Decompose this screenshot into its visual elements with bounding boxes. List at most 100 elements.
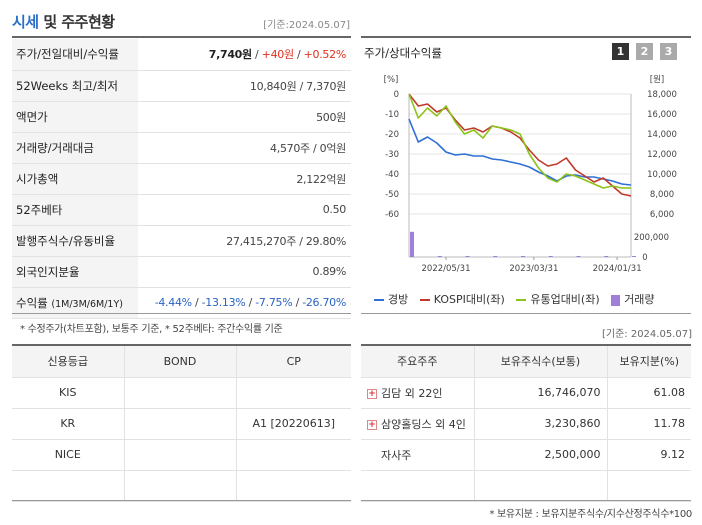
chart-title: 주가/상대수익률: [364, 46, 442, 60]
bond-cell: [123, 376, 237, 409]
expand-icon[interactable]: +: [367, 419, 377, 430]
volume-bar: [576, 256, 581, 257]
volume-bar: [465, 256, 470, 257]
column-header: BOND: [123, 346, 237, 378]
volume-bar: [410, 231, 414, 257]
right-tick-label: 8,000: [650, 190, 674, 200]
price-chart: [%] [원] 0 -10 -20 -30 -40 -50 -60 18,000 16,000 14,…: [384, 75, 677, 274]
row-value: 0.50: [138, 194, 351, 226]
cp-cell: [235, 376, 351, 409]
chart-bottom-rule: [361, 313, 691, 314]
table-row: 시가총액 2,122억원: [12, 163, 351, 195]
series-line-유통업대비(좌): [408, 93, 631, 189]
row-label: 외국인지분율: [12, 256, 138, 288]
top-rule-left: [12, 36, 351, 38]
table-header-row: 주요주주 보유주식수(보통) 보유지분(%): [361, 346, 691, 378]
table-row: + 삼양홀딩스 외 4인 3,230,860 11.78: [361, 407, 691, 440]
legend-item[interactable]: 경방: [374, 291, 408, 307]
row-value: 10,840원 / 7,370원: [138, 70, 351, 102]
volume-tick-label: 0: [642, 253, 647, 263]
shares-cell: 16,746,070: [473, 376, 608, 409]
table-row: NICE: [12, 438, 351, 471]
section-title-main: 시세: [12, 13, 39, 31]
x-tick-label: 2022/05/31: [422, 264, 471, 274]
left-tick-label: -20: [385, 130, 399, 140]
left-tick-label: -50: [385, 190, 399, 200]
agency-cell: NICE: [12, 438, 125, 471]
volume-bar: [437, 256, 442, 257]
table-row: 거래량/거래대금 4,570주 / 0억원: [12, 132, 351, 164]
legend-item[interactable]: 거래량: [611, 291, 655, 307]
legend-swatch: [516, 299, 527, 301]
section-title-rest: 및 주주현황: [38, 13, 115, 31]
table-row: + 김담 외 22인 16,746,070 61.08: [361, 376, 691, 409]
chart-tab-2[interactable]: 2: [636, 43, 653, 60]
chart-tab-1[interactable]: 1: [612, 43, 629, 60]
volume-bar: [493, 256, 498, 257]
legend-swatch: [419, 299, 430, 301]
credit-rating-table: 신용등급 BOND CP KIS KR A1 [20220613] NICE: [12, 346, 351, 502]
section-title: 시세 및 주주현황: [12, 11, 115, 32]
left-tick-label: 0: [394, 90, 399, 100]
volume-bar: [521, 256, 525, 257]
holder-name-cell: [361, 469, 475, 502]
column-header: 보유주식수(보통): [473, 346, 608, 378]
legend-item[interactable]: KOSPI대비(좌): [419, 291, 505, 307]
holders-footnote: * 보유지분 : 보유지분주식수/지수산정주식수*100: [489, 509, 692, 520]
expand-icon[interactable]: +: [367, 388, 377, 399]
chart-tab-3[interactable]: 3: [660, 43, 677, 60]
right-axis-unit: [원]: [650, 75, 664, 85]
shares-cell: [473, 469, 608, 502]
agency-cell: KR: [12, 407, 125, 440]
agency-cell: [12, 469, 125, 502]
right-tick-label: 14,000: [647, 130, 677, 140]
holder-name[interactable]: 삼양홀딩스 외 4인: [381, 417, 466, 431]
column-header: CP: [235, 346, 351, 378]
table-row: 액면가 500원: [12, 101, 351, 133]
price-value: 7,740원 / +40원 / +0.52%: [138, 39, 351, 71]
legend-item[interactable]: 유통업대비(좌): [516, 291, 600, 307]
right-tick-label: 16,000: [647, 110, 677, 120]
legend-swatch: [374, 299, 384, 301]
row-value: 2,122억원: [138, 163, 351, 195]
volume-bar: [548, 256, 553, 257]
left-tick-label: -40: [385, 170, 399, 180]
pct-cell: 61.08: [606, 376, 691, 409]
table-row: 52Weeks 최고/최저 10,840원 / 7,370원: [12, 70, 351, 102]
top-rule-right: [361, 36, 691, 38]
pct-cell: 11.78: [606, 407, 691, 440]
pct-cell: [606, 469, 691, 502]
table-row: 자사주 2,500,000 9.12: [361, 438, 691, 471]
agency-cell: KIS: [12, 376, 125, 409]
table-row: [361, 469, 691, 502]
volume-tick-label: 200,000: [634, 233, 669, 243]
row-label: 52Weeks 최고/최저: [12, 70, 138, 102]
holder-name-cell: + 김담 외 22인: [361, 376, 475, 409]
holder-name-cell: + 삼양홀딩스 외 4인: [361, 407, 475, 440]
column-header: 주요주주: [361, 346, 475, 378]
column-header: 신용등급: [12, 346, 125, 378]
legend-swatch: [611, 294, 621, 306]
series-line-경방: [408, 118, 632, 186]
cp-cell: [235, 438, 351, 471]
credit-bottom-rule: [12, 500, 351, 501]
holders-bottom-rule: [361, 500, 691, 501]
row-value: 500원: [138, 101, 351, 133]
row-label: 발행주식수/유동비율: [12, 225, 138, 257]
table-row: 발행주식수/유동비율 27,415,270주 / 29.80%: [12, 225, 351, 257]
row-label: 주가/전일대비/수익률: [12, 39, 138, 71]
info-footnote: * 수정주가(차트포함), 보통주 기준, * 52주베타: 주간수익률 기준: [20, 324, 283, 335]
row-value: 4,570주 / 0억원: [138, 132, 351, 164]
row-label: 시가총액: [12, 163, 138, 195]
table-row: 52주베타 0.50: [12, 194, 351, 226]
shares-cell: 2,500,000: [473, 438, 608, 471]
cp-cell: [235, 469, 351, 502]
cp-cell: A1 [20220613]: [235, 407, 351, 440]
table-header-row: 신용등급 BOND CP: [12, 346, 351, 378]
major-shareholders-table: 주요주주 보유주식수(보통) 보유지분(%) + 김담 외 22인 16,746,…: [361, 346, 691, 502]
left-tick-label: -10: [385, 110, 399, 120]
holder-name[interactable]: 김담 외 22인: [381, 386, 443, 400]
table-row: [12, 469, 351, 502]
base-date: [기준:2024.05.07]: [263, 20, 350, 31]
chart-legend: 경방 KOSPI대비(좌) 유통업대비(좌) 거래량: [374, 291, 663, 307]
